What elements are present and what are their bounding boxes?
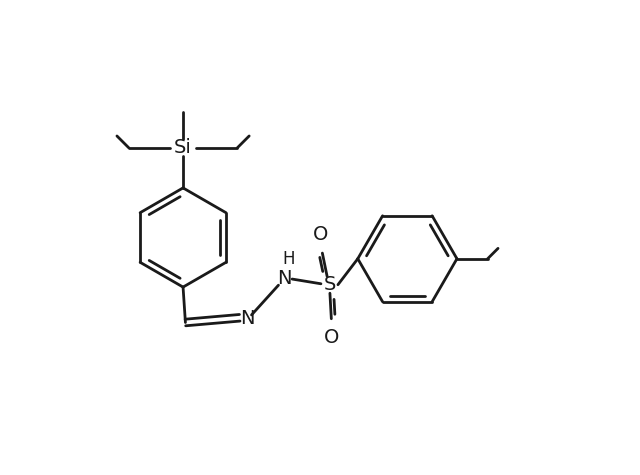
Text: O: O: [313, 225, 328, 244]
Text: O: O: [324, 328, 339, 347]
Text: N: N: [277, 269, 292, 288]
Text: S: S: [323, 275, 335, 294]
Text: N: N: [240, 309, 255, 328]
Text: Si: Si: [174, 138, 192, 157]
Text: H: H: [283, 250, 295, 268]
